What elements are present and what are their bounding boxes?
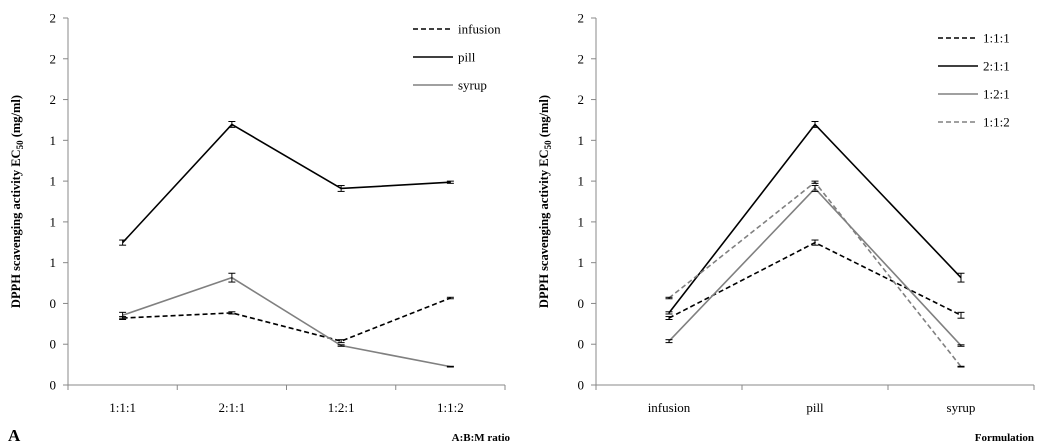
series-line xyxy=(668,187,962,347)
series-line xyxy=(122,297,451,342)
y-tick-label: 0 xyxy=(578,378,585,393)
legend-label: 1:1:2 xyxy=(983,115,1010,130)
y-axis-title-subscript: 50 xyxy=(543,140,553,150)
y-tick-label: 1 xyxy=(578,133,585,148)
y-axis-title: DPPH scavenging activity EC50 (mg/ml) xyxy=(537,95,553,308)
y-tick-label: 1 xyxy=(50,174,57,189)
y-axis-title: DPPH scavenging activity EC50 (mg/ml) xyxy=(9,95,25,308)
y-tick-label: 2 xyxy=(578,51,585,66)
legend-label: infusion xyxy=(458,22,501,37)
legend-label: pill xyxy=(458,50,476,65)
y-axis-title-unit: (mg/ml) xyxy=(9,95,23,140)
y-tick-label: 1 xyxy=(50,133,57,148)
series-line xyxy=(122,276,451,368)
y-axis-title-main: DPPH scavenging activity EC xyxy=(537,149,551,308)
y-tick-label: 1 xyxy=(50,255,57,270)
y-tick-label: 0 xyxy=(50,296,57,311)
y-tick-label: 1 xyxy=(578,214,585,229)
series-line xyxy=(122,123,451,244)
y-tick-label: 2 xyxy=(578,92,585,107)
series-line xyxy=(668,123,962,314)
series-line xyxy=(668,241,962,319)
chart-ratio-panel: 0 0 0 1 1 1 1 2 2 2 1:1:1 2:1:1 1:2:1 1:1:2 DPPH scave… xyxy=(9,11,510,445)
y-tick-label: 1 xyxy=(578,174,585,189)
legend-label: 1:1:1 xyxy=(983,31,1010,46)
legend-label: 1:2:1 xyxy=(983,87,1010,102)
x-tick-label: 1:1:2 xyxy=(437,400,464,415)
x-axis-title: A:B:M ratio xyxy=(452,432,511,444)
legend-label: syrup xyxy=(458,78,487,93)
y-tick-label: 2 xyxy=(50,92,57,107)
series-line xyxy=(668,181,962,368)
panel-letter: A xyxy=(8,426,21,445)
x-tick-label: syrup xyxy=(947,400,976,415)
x-tick-label: 1:2:1 xyxy=(328,400,355,415)
y-axis-title-subscript: 50 xyxy=(15,140,25,150)
y-tick-label: 0 xyxy=(50,378,57,393)
y-tick-label: 0 xyxy=(50,337,57,352)
y-tick-label: 2 xyxy=(578,11,585,26)
x-tick-label: 1:1:1 xyxy=(109,400,136,415)
y-tick-label: 2 xyxy=(50,51,57,66)
y-tick-label: 0 xyxy=(578,296,585,311)
y-axis-title-unit: (mg/ml) xyxy=(537,95,551,140)
x-axis-title: Formulation xyxy=(975,432,1034,444)
y-tick-label: 1 xyxy=(578,255,585,270)
y-tick-label: 1 xyxy=(50,214,57,229)
chart-formulation-panel: 0 0 0 1 1 1 1 2 2 2 infusion pill syrup DPPH scavengi… xyxy=(537,11,1035,444)
y-axis-title-main: DPPH scavenging activity EC xyxy=(9,149,23,308)
y-tick-label: 2 xyxy=(50,11,57,26)
x-tick-label: pill xyxy=(806,400,824,415)
legend-label: 2:1:1 xyxy=(983,59,1010,74)
x-tick-label: infusion xyxy=(648,400,691,415)
y-tick-label: 0 xyxy=(578,337,585,352)
x-tick-label: 2:1:1 xyxy=(219,400,246,415)
